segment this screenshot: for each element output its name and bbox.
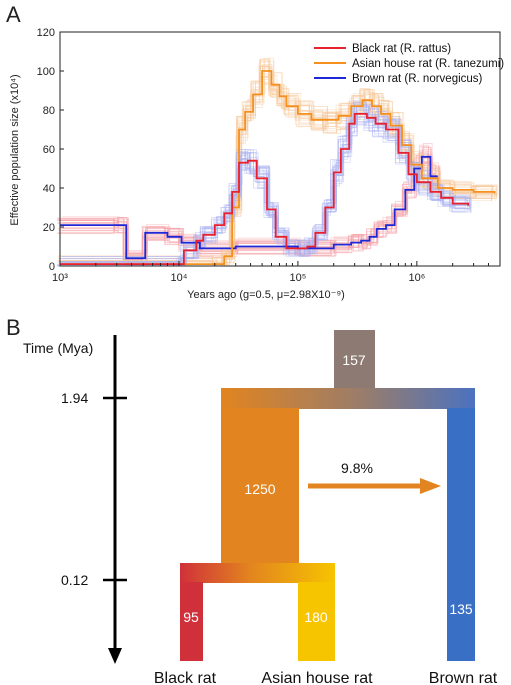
legend-label-asian-house-rat: Asian house rat (R. tanezumi) <box>352 58 504 70</box>
time-axis-title: Time (Mya) <box>23 340 93 356</box>
y-tick-label: 0 <box>49 261 55 273</box>
asian-house-rat-ne-label: 180 <box>304 609 328 625</box>
y-axis-title: Effective population size (x10⁴) <box>9 74 21 225</box>
bootstrap-line <box>58 100 467 259</box>
series-line-asian-house-rat <box>60 70 496 265</box>
black-rat-lineage <box>180 582 203 661</box>
bootstrap-line <box>57 60 493 267</box>
asian-house-rat-lineage <box>298 582 335 661</box>
black-rat-ne-label: 95 <box>183 609 199 625</box>
population-size-chart: 0 20 40 60 80 100 120 10³ 10⁴ 10⁵ 10⁶ Years ago (… <box>9 27 504 301</box>
x-axis-title: Years ago (g=0.5, μ=2.98X10⁻⁹) <box>187 289 345 301</box>
legend-label-black-rat: Black rat (R. rattus) <box>352 43 451 55</box>
x-axis: 10³ 10⁴ 10⁵ 10⁶ <box>52 261 501 284</box>
bootstrap-line <box>57 115 467 264</box>
leaf-label-brown-rat: Brown rat <box>429 670 498 685</box>
series-line-brown-rat <box>60 155 438 260</box>
brown-rat-lineage <box>447 408 475 661</box>
y-tick-label: 20 <box>43 222 55 234</box>
ancestral-population-block <box>334 330 375 390</box>
bootstrap-line <box>57 163 436 260</box>
black-asian-split-bar <box>180 563 335 583</box>
y-tick-label: 60 <box>43 144 55 156</box>
bootstrap-trajectories <box>56 57 498 267</box>
bootstrap-line <box>56 157 436 261</box>
y-tick-label: 40 <box>43 183 55 195</box>
panel-b-label: B <box>6 315 21 340</box>
root-split-bar <box>221 388 475 409</box>
migration-rate-label: 9.8% <box>341 460 373 476</box>
x-tick-label: 10⁴ <box>170 272 187 284</box>
y-tick-label: 80 <box>43 105 55 117</box>
x-tick-label: 10⁵ <box>290 272 307 284</box>
y-tick-label: 100 <box>37 66 55 78</box>
legend: Black rat (R. rattus) Asian house rat (R… <box>314 43 504 85</box>
time-axis-arrowhead <box>108 648 122 664</box>
panel-a-label: A <box>6 2 21 27</box>
legend-label-brown-rat: Brown rat (R. norvegicus) <box>352 73 483 85</box>
demographic-model-diagram: Time (Mya) 1.94 0.12 9.8% 157 1250 95 18… <box>23 330 498 685</box>
x-tick-label: 10³ <box>52 272 68 284</box>
leaf-label-asian-house-rat: Asian house rat <box>261 670 373 685</box>
time-mark-1-94: 1.94 <box>61 390 88 406</box>
internal-ne-label: 1250 <box>244 481 275 497</box>
time-mark-0-12: 0.12 <box>61 572 88 588</box>
x-tick-label: 10⁶ <box>408 272 425 284</box>
main-series-lines <box>60 70 496 265</box>
migration-arrowhead <box>420 478 441 494</box>
bootstrap-line <box>62 82 498 267</box>
series-line-black-rat <box>60 113 470 265</box>
y-tick-label: 120 <box>37 27 55 39</box>
brown-rat-ne-label: 135 <box>449 601 473 617</box>
ancestral-ne-label: 157 <box>342 352 366 368</box>
leaf-label-black-rat: Black rat <box>154 670 217 685</box>
black-asian-ancestor-block <box>221 408 299 564</box>
y-axis: 0 20 40 60 80 100 120 <box>37 27 64 273</box>
